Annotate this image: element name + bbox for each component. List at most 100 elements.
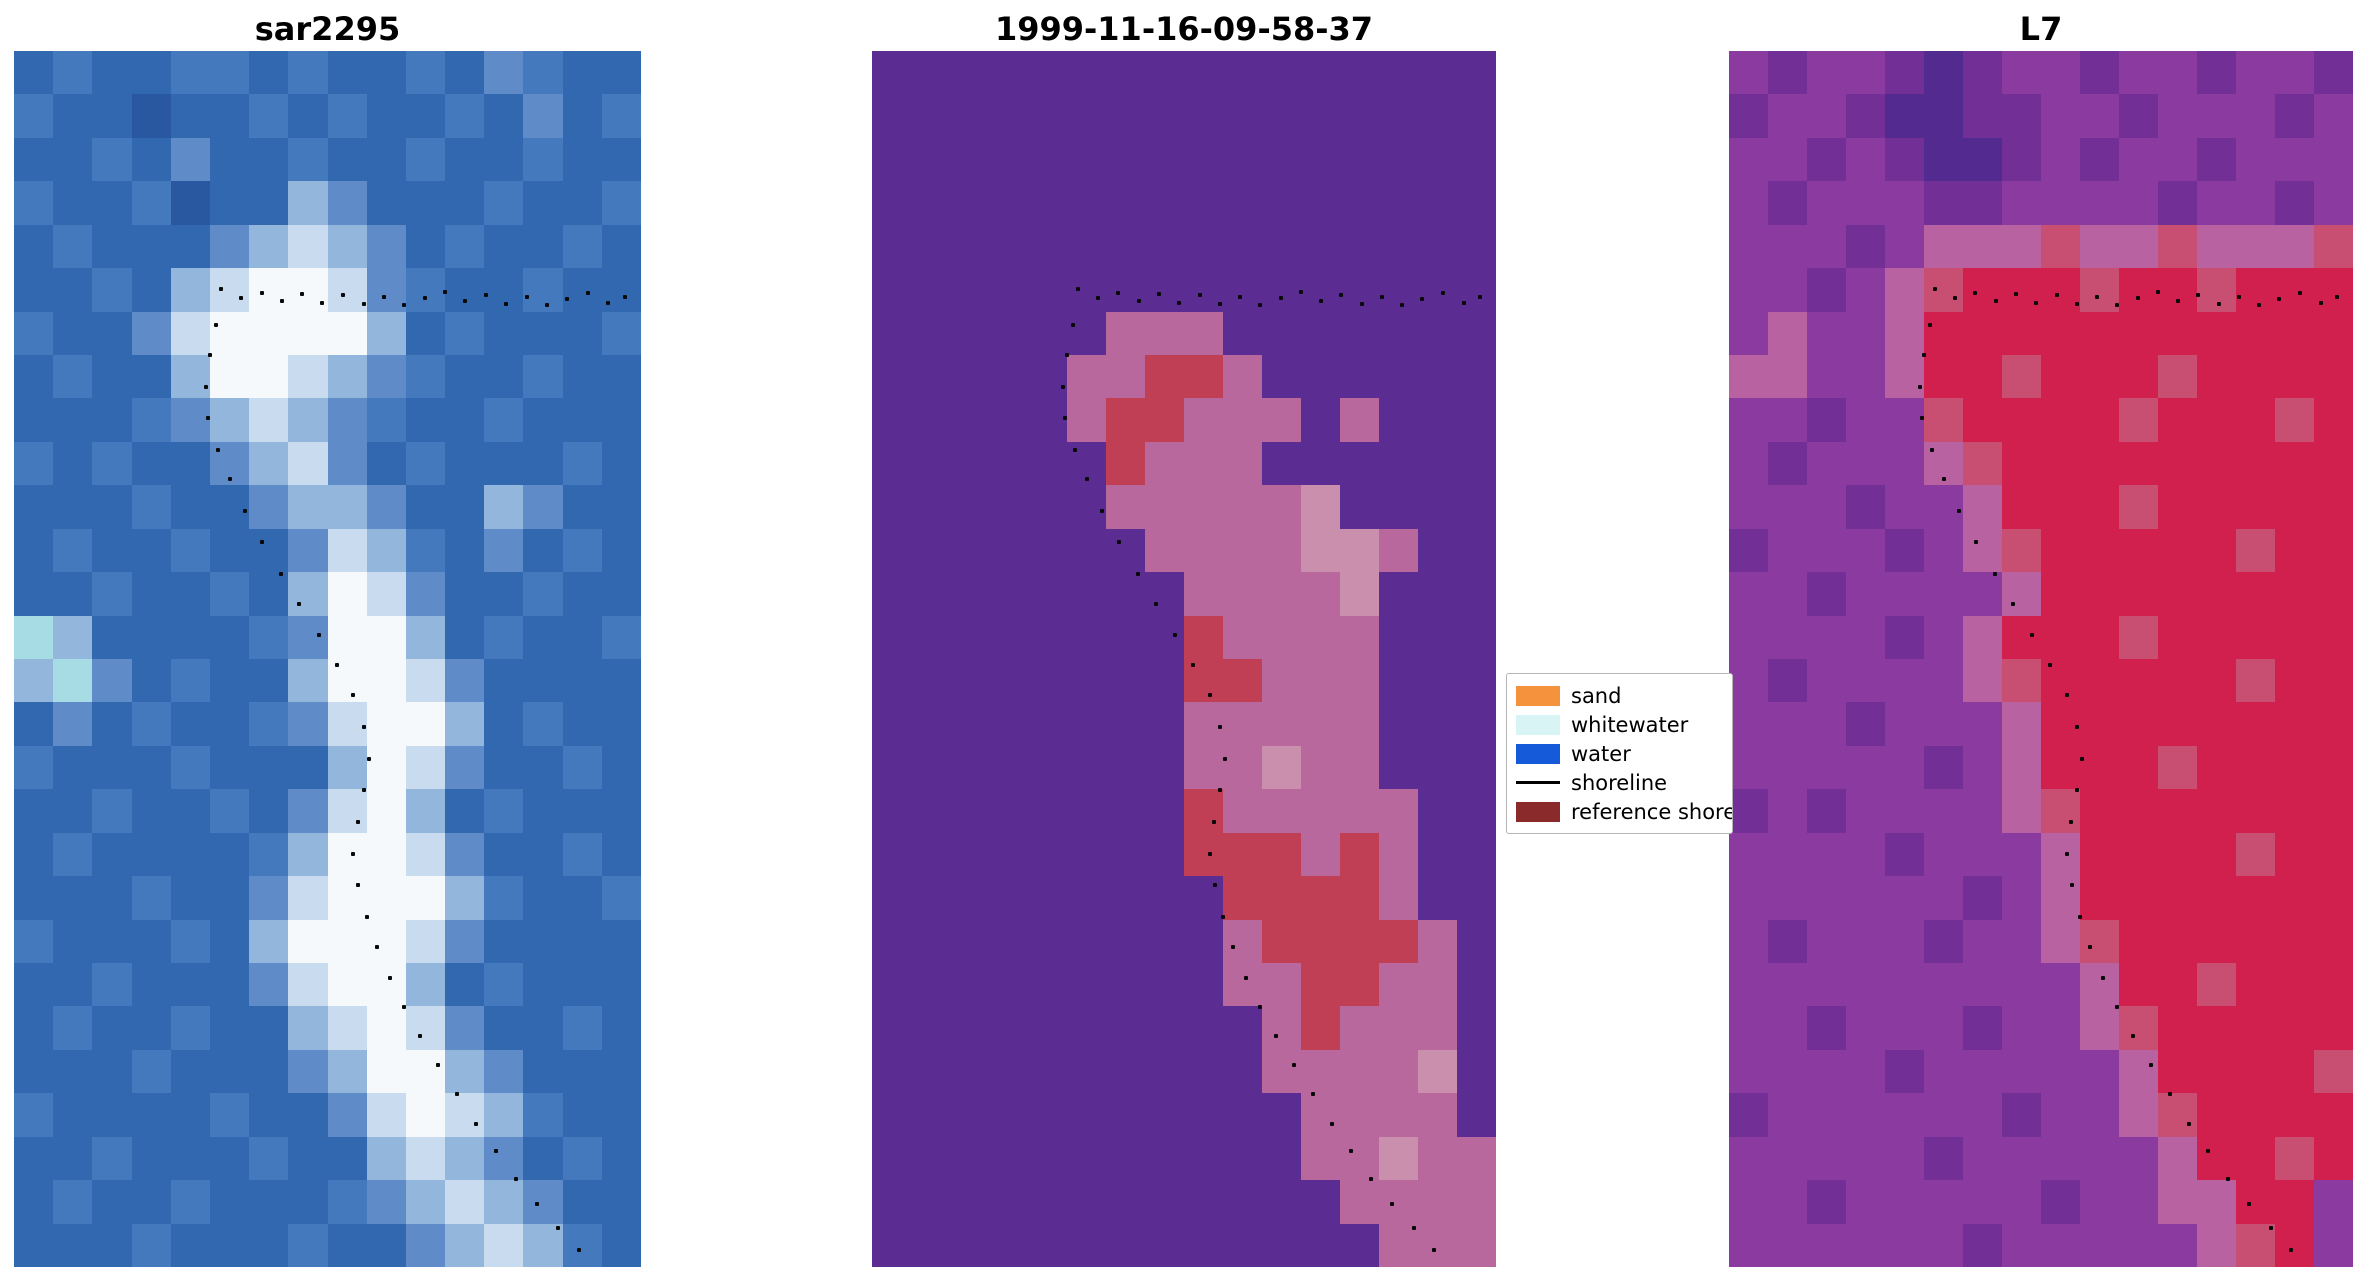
image-pixel xyxy=(2002,51,2041,95)
shoreline-dot xyxy=(2318,300,2323,305)
image-pixel xyxy=(523,311,563,355)
image-pixel xyxy=(2275,832,2314,877)
sand-swatch xyxy=(1516,685,1560,706)
image-pixel xyxy=(1418,658,1457,703)
image-pixel xyxy=(1262,572,1301,616)
image-pixel xyxy=(1885,528,1924,573)
shoreline-dot xyxy=(2014,292,2019,297)
image-pixel xyxy=(327,94,367,138)
image-pixel xyxy=(53,876,93,920)
image-pixel xyxy=(872,441,911,486)
image-pixel xyxy=(950,137,989,182)
image-pixel xyxy=(249,354,289,399)
image-pixel xyxy=(405,528,446,573)
image-pixel xyxy=(288,1006,328,1050)
image-pixel xyxy=(2197,441,2236,486)
image-pixel xyxy=(1223,615,1262,659)
image-pixel xyxy=(327,1136,367,1181)
image-pixel xyxy=(1028,1180,1067,1224)
image-pixel xyxy=(1067,745,1106,790)
image-pixel xyxy=(366,962,406,1007)
image-pixel xyxy=(366,572,406,616)
image-pixel xyxy=(2236,962,2275,1007)
image-pixel xyxy=(1223,702,1262,746)
legend-item-water: water xyxy=(1516,739,1732,768)
shoreline-dot xyxy=(2075,725,2080,730)
image-pixel xyxy=(1963,1049,2002,1094)
image-pixel xyxy=(170,485,210,529)
image-pixel xyxy=(1418,224,1457,269)
image-pixel xyxy=(92,268,132,312)
image-pixel xyxy=(2041,485,2080,529)
image-pixel xyxy=(1223,876,1262,920)
image-pixel xyxy=(2197,1006,2236,1050)
image-pixel xyxy=(1145,876,1184,920)
image-pixel xyxy=(484,1006,524,1050)
shoreline-dot xyxy=(1973,290,1978,295)
image-pixel xyxy=(1262,1136,1301,1181)
classification-shoreline-overlay xyxy=(872,51,1496,1267)
image-pixel xyxy=(1067,1223,1106,1267)
image-pixel xyxy=(405,745,446,790)
image-pixel xyxy=(249,94,289,138)
image-pixel xyxy=(2197,789,2236,833)
image-pixel xyxy=(1223,398,1262,442)
image-pixel xyxy=(1028,572,1067,616)
image-pixel xyxy=(2002,615,2041,659)
image-pixel xyxy=(484,658,524,703)
image-pixel xyxy=(872,137,911,182)
image-pixel xyxy=(1846,615,1885,659)
image-pixel xyxy=(92,1180,132,1224)
image-pixel xyxy=(1067,485,1106,529)
image-pixel xyxy=(1768,572,1807,616)
image-pixel xyxy=(2080,398,2119,442)
image-pixel xyxy=(989,1006,1028,1050)
image-pixel xyxy=(1340,658,1379,703)
shoreline-dot xyxy=(2277,297,2282,302)
image-pixel xyxy=(1418,441,1457,486)
image-pixel xyxy=(1184,1093,1223,1137)
image-pixel xyxy=(2080,1006,2119,1050)
image-pixel xyxy=(1145,919,1184,963)
image-pixel xyxy=(2314,1093,2353,1137)
image-pixel xyxy=(484,528,524,573)
image-pixel xyxy=(989,876,1028,920)
shoreline-dot xyxy=(366,756,371,761)
image-pixel xyxy=(950,224,989,269)
shoreline-dot xyxy=(2226,1177,2231,1182)
image-pixel xyxy=(950,745,989,790)
image-pixel xyxy=(1807,224,1846,269)
image-pixel xyxy=(1301,181,1340,225)
shoreline-dot xyxy=(513,1177,518,1182)
image-pixel xyxy=(405,658,446,703)
image-pixel xyxy=(1418,919,1457,963)
image-pixel xyxy=(1885,832,1924,877)
image-pixel xyxy=(2002,398,2041,442)
shoreline-dot xyxy=(435,1063,440,1068)
shoreline-dot xyxy=(2176,299,2181,304)
image-pixel xyxy=(288,224,328,269)
image-pixel xyxy=(2197,572,2236,616)
image-pixel xyxy=(1963,745,2002,790)
image-pixel xyxy=(1145,181,1184,225)
image-pixel xyxy=(562,745,602,790)
image-pixel xyxy=(366,441,406,486)
image-pixel xyxy=(405,1136,446,1181)
image-pixel xyxy=(2041,1006,2080,1050)
image-pixel xyxy=(405,1223,446,1267)
image-pixel xyxy=(405,1180,446,1224)
image-pixel xyxy=(1729,485,1768,529)
image-pixel xyxy=(131,1223,171,1267)
image-pixel xyxy=(1184,745,1223,790)
image-pixel xyxy=(872,1006,911,1050)
image-pixel xyxy=(2041,745,2080,790)
image-pixel xyxy=(2314,1049,2353,1094)
image-pixel xyxy=(14,1180,54,1224)
shoreline-dot xyxy=(2196,293,2201,298)
image-pixel xyxy=(2236,919,2275,963)
image-pixel xyxy=(2041,137,2080,182)
shoreline-dot xyxy=(1390,1201,1395,1206)
image-pixel xyxy=(2275,745,2314,790)
image-pixel xyxy=(327,658,367,703)
image-pixel xyxy=(1807,398,1846,442)
